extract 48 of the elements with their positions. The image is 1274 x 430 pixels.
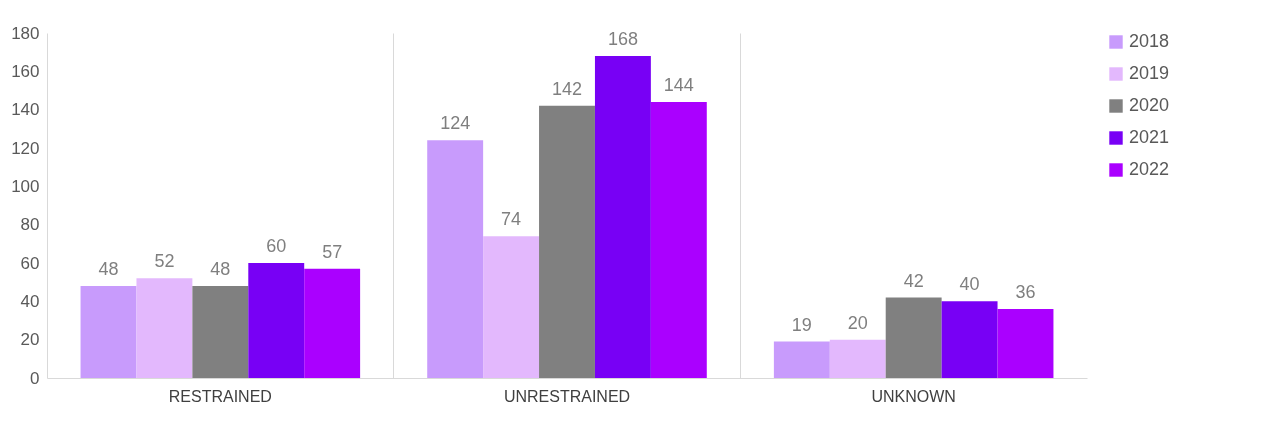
data-label: 144 [663,75,694,95]
data-label: 40 [959,274,980,295]
data-label: 42 [903,270,924,291]
bar [885,297,942,378]
data-label: 20 [847,312,868,333]
y-tick-label: 20 [20,330,40,350]
y-tick-label: 100 [11,176,40,196]
y-tick-label: 0 [30,368,40,388]
bar [941,301,998,378]
y-tick-label: 40 [20,291,40,311]
legend-label: 2021 [1129,127,1170,147]
bar [136,278,193,378]
bar [539,105,595,378]
x-tick-label: UNKNOWN [871,387,956,405]
y-tick-label: 140 [11,100,40,120]
y-tick-label: 120 [11,138,40,158]
data-label: 57 [322,241,343,262]
y-tick-label: 60 [20,253,40,273]
data-label: 60 [266,236,287,256]
data-label: 142 [551,78,583,99]
bar [773,341,830,378]
bar [829,339,886,378]
bar [997,309,1054,378]
x-tick-label: UNRESTRAINED [503,387,631,405]
data-label: 74 [501,209,522,230]
bar [483,236,540,378]
bar [192,286,249,378]
y-tick-label: 80 [20,215,40,235]
data-label: 19 [791,314,812,335]
y-tick-label: 160 [11,61,40,81]
legend-label: 2018 [1129,31,1170,51]
bar [427,140,484,378]
bar [650,102,707,378]
legend-label: 2019 [1129,63,1170,83]
x-tick-label: RESTRAINED [168,387,272,405]
bar [304,268,361,378]
data-label: 168 [607,29,638,49]
legend-label: 2022 [1129,159,1170,179]
bar [80,286,137,378]
data-label: 48 [98,259,119,279]
data-label: 48 [210,259,231,279]
bar [248,263,305,378]
data-label: 36 [1015,282,1036,302]
data-label: 124 [440,113,471,134]
legend-label: 2020 [1129,95,1170,115]
y-tick-label: 180 [11,23,40,43]
data-label: 52 [154,251,175,272]
bar [594,56,651,378]
